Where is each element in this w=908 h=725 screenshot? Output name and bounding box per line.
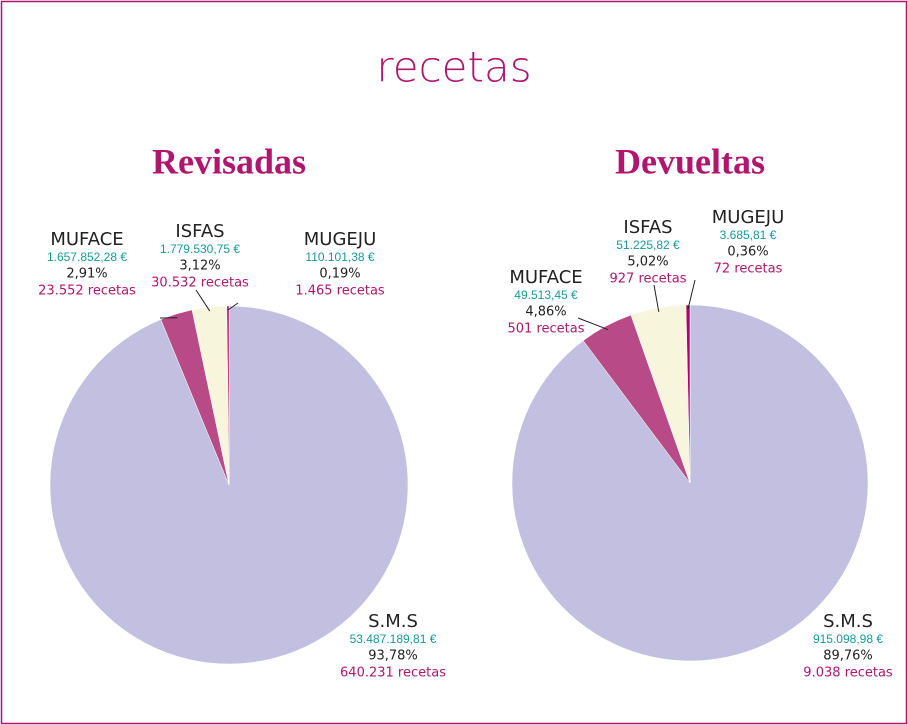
slice-name: MUFACE: [50, 229, 123, 250]
slice-amount: 1.779.530,75 €: [160, 242, 240, 256]
slice-percent: 93,78%: [368, 649, 418, 664]
slice-recetas: 72 recetas: [714, 262, 783, 277]
slice-amount: 3.685,81 €: [720, 228, 777, 242]
leader-line: [577, 317, 609, 330]
slice-percent: 4,86%: [525, 305, 566, 320]
slice-percent: 0,19%: [319, 267, 360, 282]
slice-name: MUFACE: [509, 267, 582, 288]
slice-recetas: 9.038 recetas: [803, 666, 893, 681]
slice-amount: 49.513,45 €: [514, 288, 578, 302]
chart-title: Devueltas: [615, 141, 765, 181]
slice-recetas: 640.231 recetas: [340, 666, 446, 681]
slice-percent: 0,36%: [727, 245, 768, 260]
leader-line: [653, 284, 660, 312]
slice-percent: 2,91%: [66, 267, 107, 282]
pie-slice: [685, 304, 691, 484]
slice-name: S.M.S: [823, 611, 873, 632]
slice-name: MUGEJU: [712, 207, 785, 228]
slice-recetas: 1.465 recetas: [295, 284, 385, 299]
slice-recetas: 927 recetas: [610, 272, 687, 287]
slice-amount: 915.098,98 €: [813, 632, 883, 646]
chart-title: Revisadas: [152, 141, 306, 181]
slice-name: S.M.S: [368, 611, 418, 632]
page-title: recetas: [376, 43, 531, 92]
slice-recetas: 23.552 recetas: [38, 284, 136, 299]
slice-percent: 3,12%: [179, 259, 220, 274]
slice-amount: 1.657.852,28 €: [47, 250, 127, 264]
slice-amount: 53.487.189,81 €: [350, 632, 437, 646]
pie-slice: [226, 305, 230, 486]
slice-name: ISFAS: [623, 217, 672, 238]
slice-name: MUGEJU: [304, 229, 377, 250]
slice-recetas: 30.532 recetas: [151, 276, 249, 291]
leader-line: [227, 302, 239, 311]
slice-name: ISFAS: [175, 221, 224, 242]
slice-percent: 5,02%: [627, 255, 668, 270]
slice-amount: 51.225,82 €: [616, 238, 680, 252]
slice-amount: 110.101,38 €: [305, 250, 375, 264]
leader-line: [687, 279, 696, 310]
slice-recetas: 501 recetas: [508, 322, 585, 337]
leader-line: [195, 289, 211, 312]
slice-percent: 89,76%: [823, 649, 873, 664]
